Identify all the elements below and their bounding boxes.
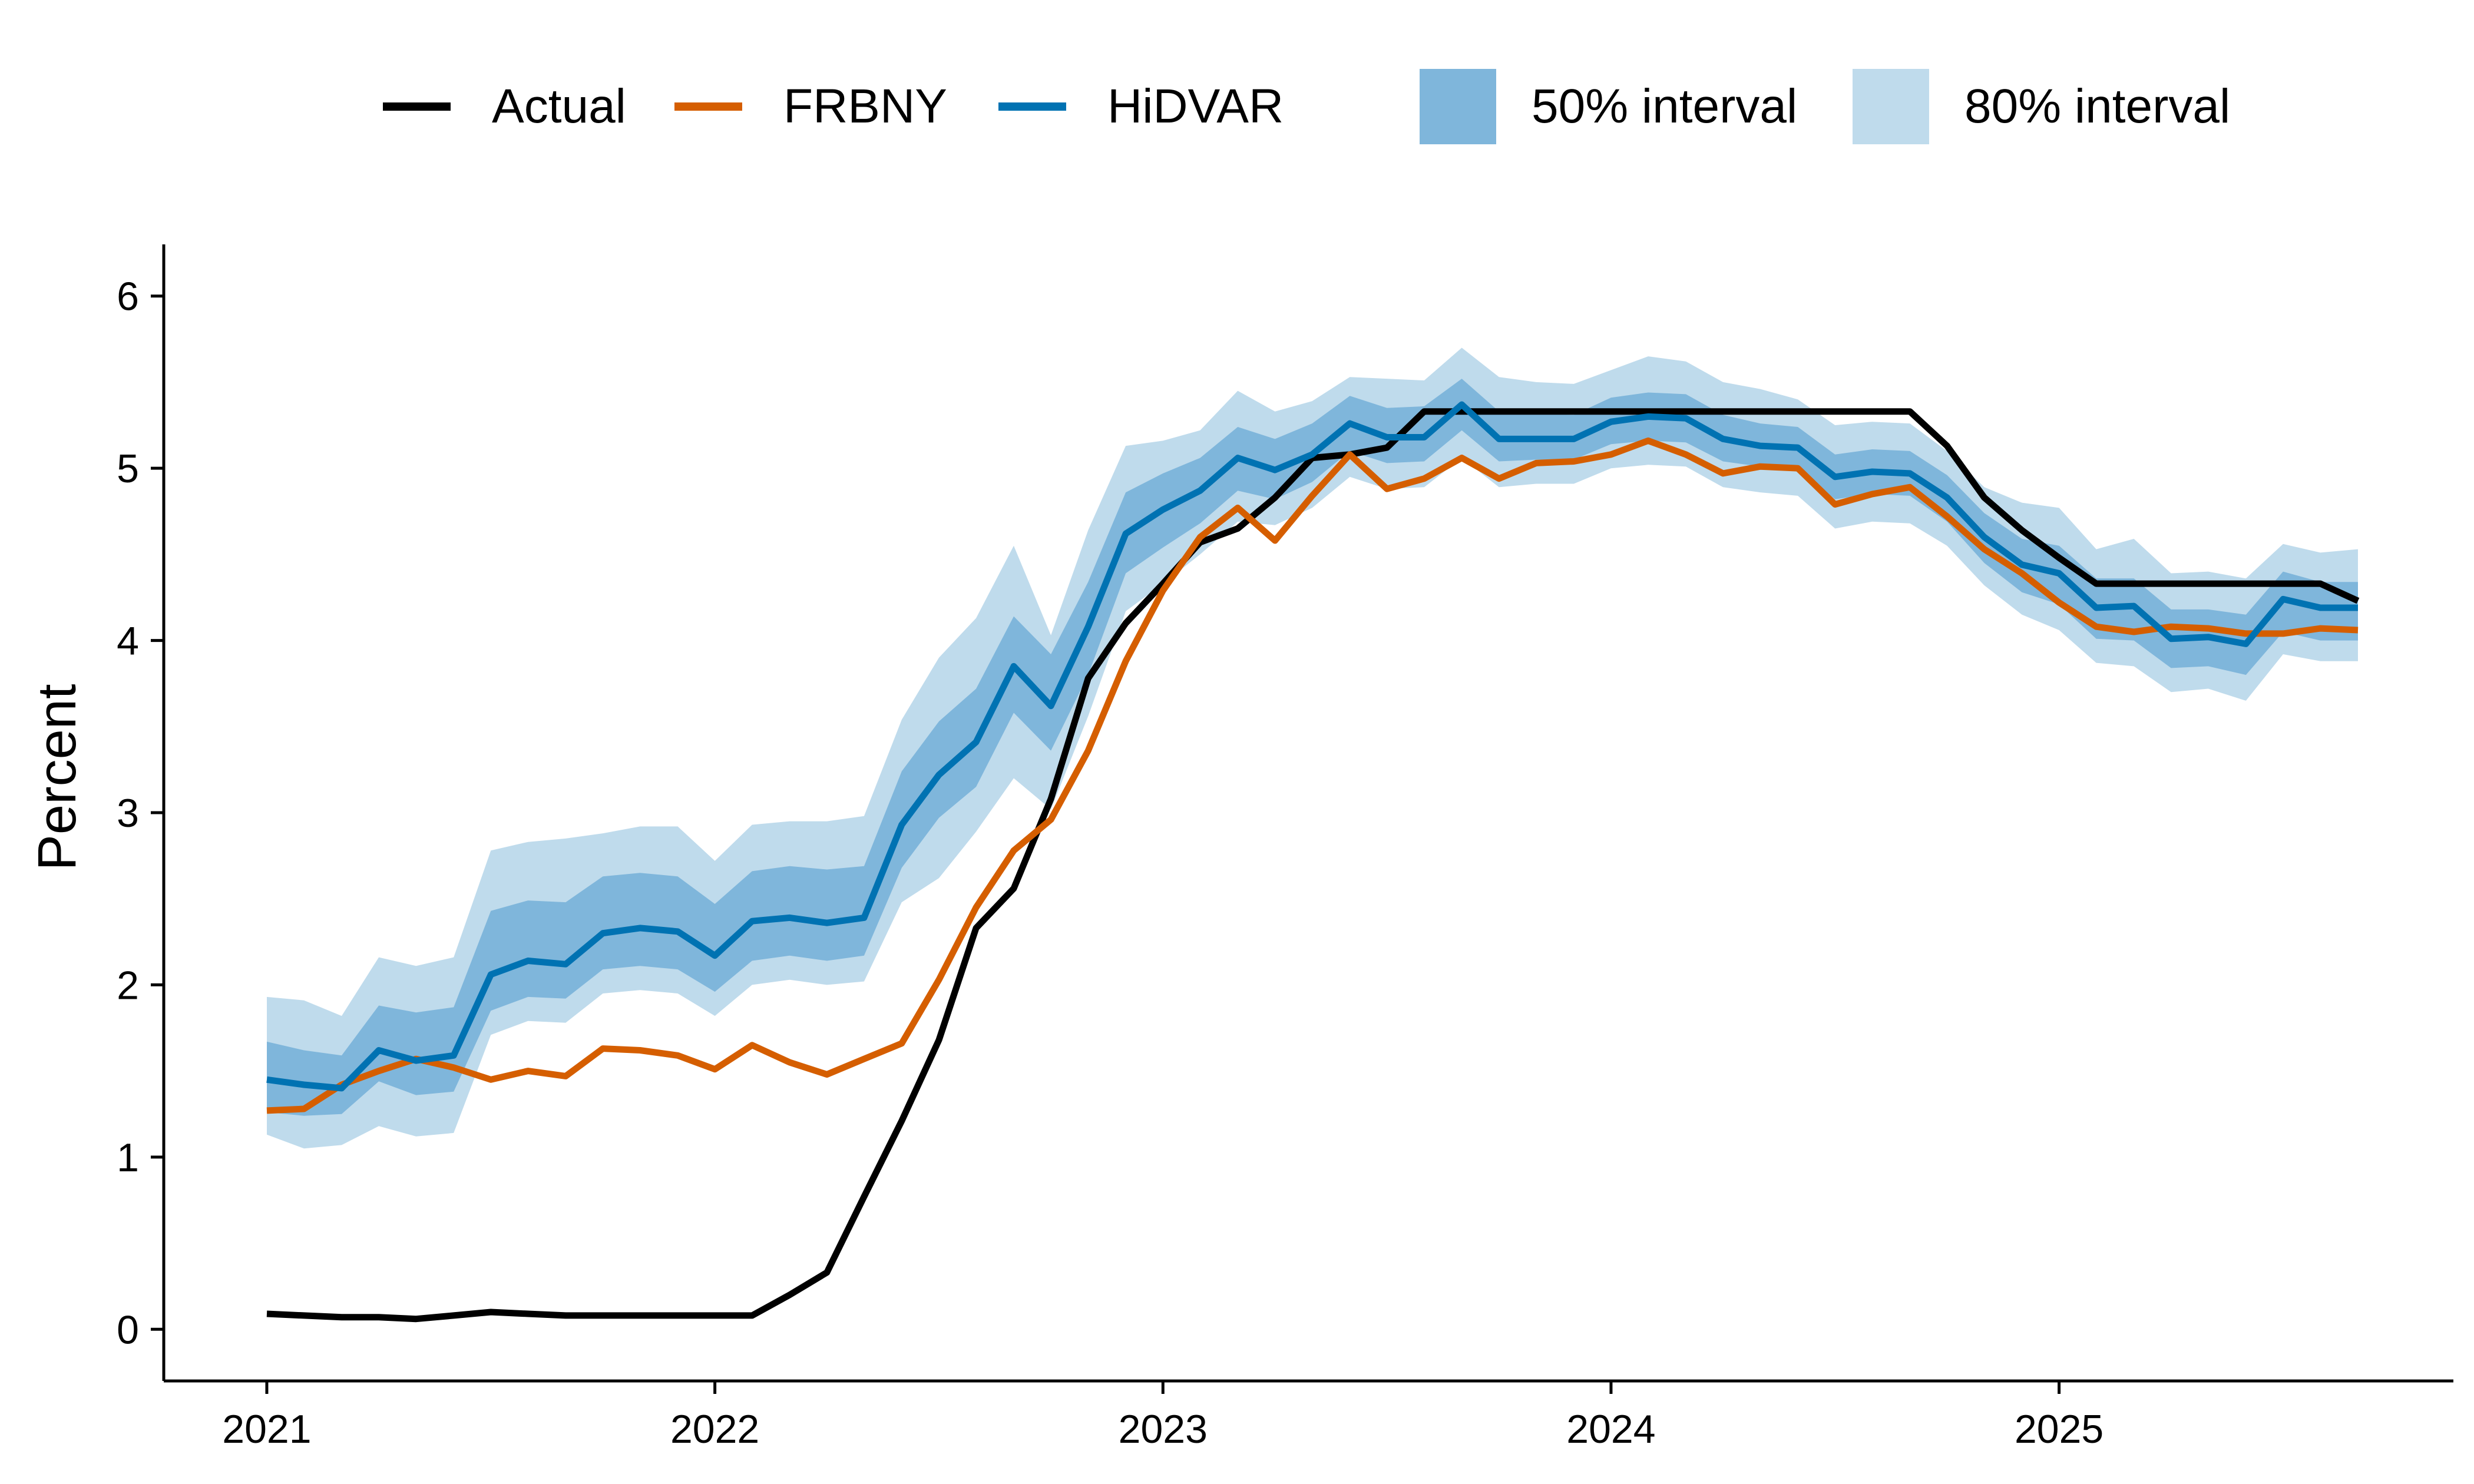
x-tick-label: 2021 bbox=[222, 1407, 311, 1452]
axes: 0 1 2 3 4 5 6 2021 2022 2023 2024 2025 bbox=[117, 244, 2453, 1452]
x-tick-label: 2023 bbox=[1119, 1407, 1208, 1452]
y-tick-label: 2 bbox=[117, 963, 139, 1008]
x-tick-label: 2022 bbox=[670, 1407, 759, 1452]
y-tick-label: 1 bbox=[117, 1135, 139, 1180]
x-tick-label: 2025 bbox=[2015, 1407, 2103, 1452]
y-tick-label: 3 bbox=[117, 791, 139, 836]
legend-swatch-interval50 bbox=[1420, 69, 1496, 144]
legend-label-actual: Actual bbox=[492, 80, 626, 133]
legend-label-interval80: 80% interval bbox=[1964, 80, 2230, 133]
legend-label-interval50: 50% interval bbox=[1532, 80, 1797, 133]
line-hidvar bbox=[266, 401, 2358, 1092]
interval-bands bbox=[267, 347, 2358, 1149]
band-50-interval bbox=[267, 379, 2358, 1116]
legend-label-hidvar: HiDVAR bbox=[1107, 80, 1284, 133]
legend-swatch-interval80 bbox=[1853, 69, 1929, 144]
y-tick-label: 6 bbox=[117, 274, 139, 319]
legend: Actual FRBNY HiDVAR 50% interval 80% int… bbox=[383, 69, 2230, 144]
x-tick-label: 2024 bbox=[1566, 1407, 1655, 1452]
series-lines bbox=[266, 401, 2360, 1323]
y-tick-label: 5 bbox=[117, 446, 139, 491]
y-axis-title: Percent bbox=[27, 684, 87, 870]
y-tick-label: 4 bbox=[117, 619, 139, 664]
y-tick-label: 0 bbox=[117, 1307, 139, 1352]
line-frbny bbox=[266, 437, 2359, 1114]
legend-label-frbny: FRBNY bbox=[783, 80, 947, 133]
